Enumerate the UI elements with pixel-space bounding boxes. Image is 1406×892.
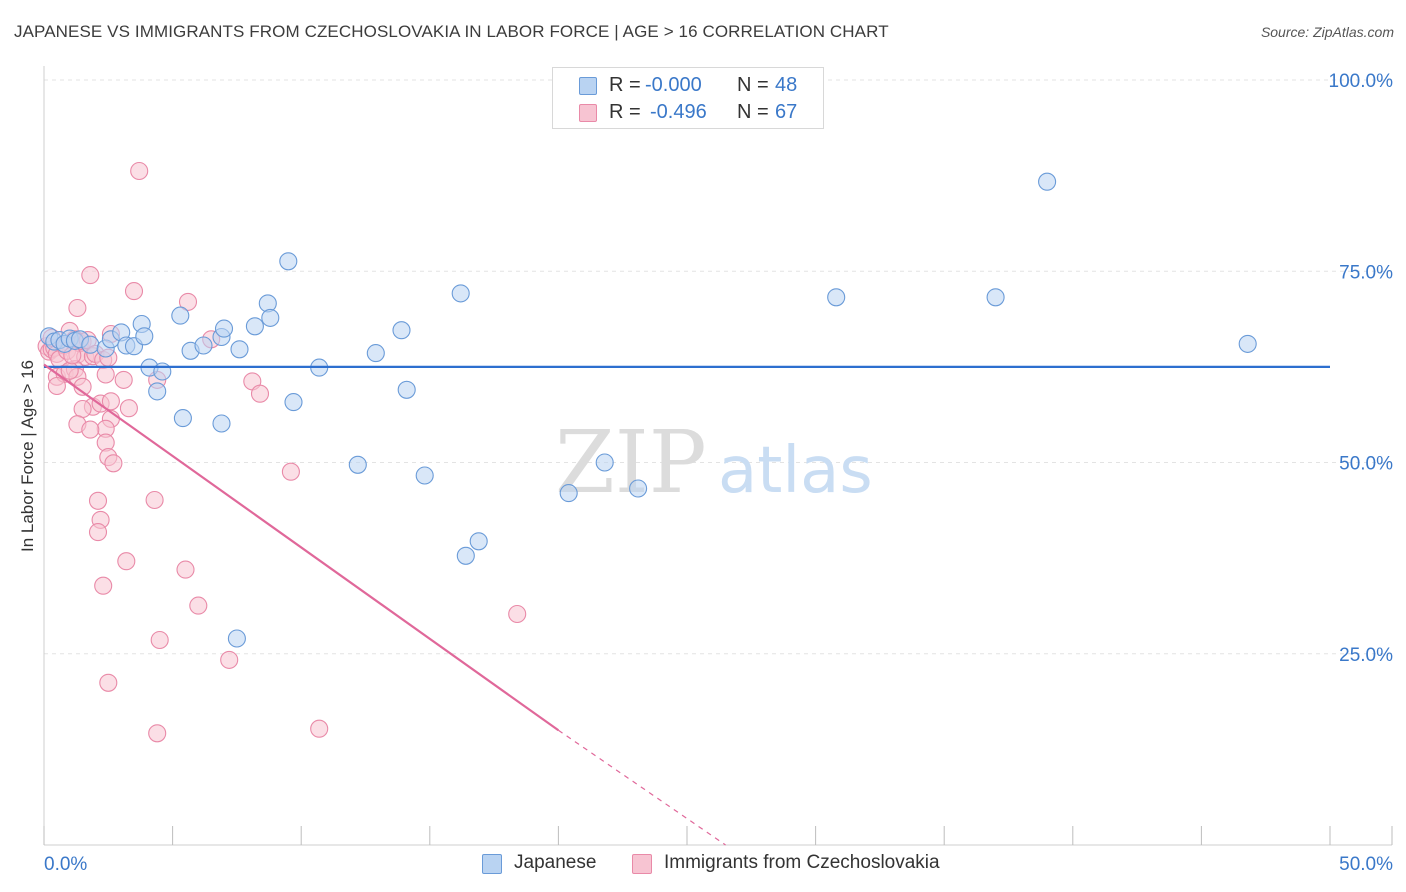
data-point bbox=[508, 604, 527, 624]
source-label: Source: ZipAtlas.com bbox=[1260, 24, 1394, 40]
data-point bbox=[261, 308, 280, 327]
data-point bbox=[135, 327, 154, 346]
data-point bbox=[1238, 334, 1257, 353]
data-point bbox=[104, 454, 123, 473]
bottom-legend-japanese: Japanese bbox=[514, 852, 597, 873]
y-tick-label: 25.0% bbox=[1339, 645, 1393, 666]
data-point bbox=[1038, 172, 1057, 191]
data-point bbox=[60, 361, 79, 380]
data-point bbox=[245, 317, 264, 336]
data-point bbox=[47, 376, 66, 396]
legend-n-label: N = bbox=[737, 74, 769, 96]
bottom-legend: Japanese Immigrants from Czechoslovakia bbox=[0, 852, 1406, 878]
legend-r-value: -0.496 bbox=[650, 101, 707, 123]
legend-n-value: 67 bbox=[775, 101, 798, 123]
series-japanese bbox=[40, 172, 1257, 648]
data-point bbox=[194, 336, 213, 355]
data-points bbox=[37, 161, 1257, 743]
legend-row-japanese: R = -0.000 N = 48 bbox=[553, 74, 823, 100]
data-point bbox=[171, 306, 190, 325]
data-point bbox=[397, 380, 416, 399]
data-point bbox=[189, 596, 208, 615]
y-tick-label: 100.0% bbox=[1329, 71, 1394, 92]
legend-r-label: R = bbox=[609, 101, 641, 123]
data-point bbox=[366, 344, 385, 363]
data-point bbox=[469, 532, 488, 551]
watermark: ZIP atlas bbox=[555, 413, 873, 513]
legend-r-value: -0.000 bbox=[645, 74, 702, 96]
data-point bbox=[230, 340, 249, 359]
data-point bbox=[827, 288, 846, 307]
y-tick-label: 75.0% bbox=[1339, 262, 1393, 283]
data-point bbox=[130, 161, 149, 181]
legend-row-czechoslovakia: R = -0.496 N = 67 bbox=[553, 101, 823, 127]
data-point bbox=[348, 455, 367, 474]
y-tick-label: 50.0% bbox=[1339, 454, 1393, 475]
data-point bbox=[101, 392, 120, 411]
data-point bbox=[117, 552, 136, 571]
legend-swatch-japanese bbox=[579, 77, 597, 95]
grid-lines bbox=[44, 79, 1392, 655]
data-point bbox=[281, 462, 300, 481]
data-point bbox=[456, 546, 475, 565]
data-point bbox=[451, 284, 470, 303]
data-point bbox=[176, 560, 195, 579]
data-point bbox=[559, 484, 578, 503]
data-point bbox=[220, 650, 239, 669]
data-point bbox=[173, 409, 192, 428]
data-point bbox=[148, 724, 167, 743]
bottom-legend-czechoslovakia: Immigrants from Czechoslovakia bbox=[664, 852, 940, 873]
data-point bbox=[124, 282, 144, 301]
watermark-atlas: atlas bbox=[718, 434, 873, 508]
data-point bbox=[392, 321, 411, 340]
legend-n-label: N = bbox=[737, 101, 769, 123]
data-point bbox=[212, 414, 231, 433]
stats-legend: R = -0.000 N = 48 R = -0.496 N = 67 bbox=[552, 67, 824, 129]
bottom-legend-swatch-czechoslovakia bbox=[632, 854, 652, 874]
data-point bbox=[415, 466, 434, 485]
data-point bbox=[81, 420, 100, 439]
data-point bbox=[153, 362, 172, 381]
x-tick-label: 0.0% bbox=[44, 854, 87, 875]
data-point bbox=[88, 523, 108, 542]
data-point bbox=[68, 298, 87, 318]
data-point bbox=[178, 292, 198, 311]
data-point bbox=[629, 479, 648, 498]
data-point bbox=[81, 335, 100, 354]
data-point bbox=[145, 490, 164, 510]
x-tick-label: 50.0% bbox=[1339, 854, 1393, 875]
data-point bbox=[310, 719, 329, 738]
data-point bbox=[119, 399, 138, 418]
legend-swatch-czechoslovakia bbox=[579, 104, 597, 122]
data-point bbox=[227, 629, 246, 648]
data-point bbox=[88, 491, 108, 510]
trend-line-czechoslovakia bbox=[43, 363, 560, 732]
data-point bbox=[94, 576, 113, 595]
data-point bbox=[73, 399, 92, 419]
data-point bbox=[114, 370, 133, 389]
data-point bbox=[81, 266, 100, 285]
watermark-zip: ZIP bbox=[555, 413, 707, 513]
data-point bbox=[99, 673, 118, 692]
data-point bbox=[148, 382, 167, 401]
data-point bbox=[96, 365, 115, 384]
data-point bbox=[150, 630, 169, 650]
data-point bbox=[214, 319, 234, 338]
trend-line-czechoslovakia-extension bbox=[558, 729, 726, 846]
chart-title: JAPANESE VS IMMIGRANTS FROM CZECHOSLOVAK… bbox=[14, 22, 889, 41]
data-point bbox=[250, 384, 270, 403]
tick-labels: 25.0% 50.0% 75.0% 100.0% 0.0% 50.0% bbox=[44, 71, 1393, 875]
data-point bbox=[986, 288, 1005, 307]
trend-lines bbox=[43, 363, 1330, 846]
series-czechoslovakia bbox=[37, 161, 527, 743]
legend-r-label: R = bbox=[609, 74, 641, 96]
bottom-legend-swatch-japanese bbox=[482, 854, 502, 874]
legend-n-value: 48 bbox=[775, 74, 798, 96]
axes bbox=[43, 66, 1393, 846]
data-point bbox=[595, 453, 614, 472]
data-point bbox=[279, 252, 298, 271]
data-point bbox=[284, 393, 303, 412]
